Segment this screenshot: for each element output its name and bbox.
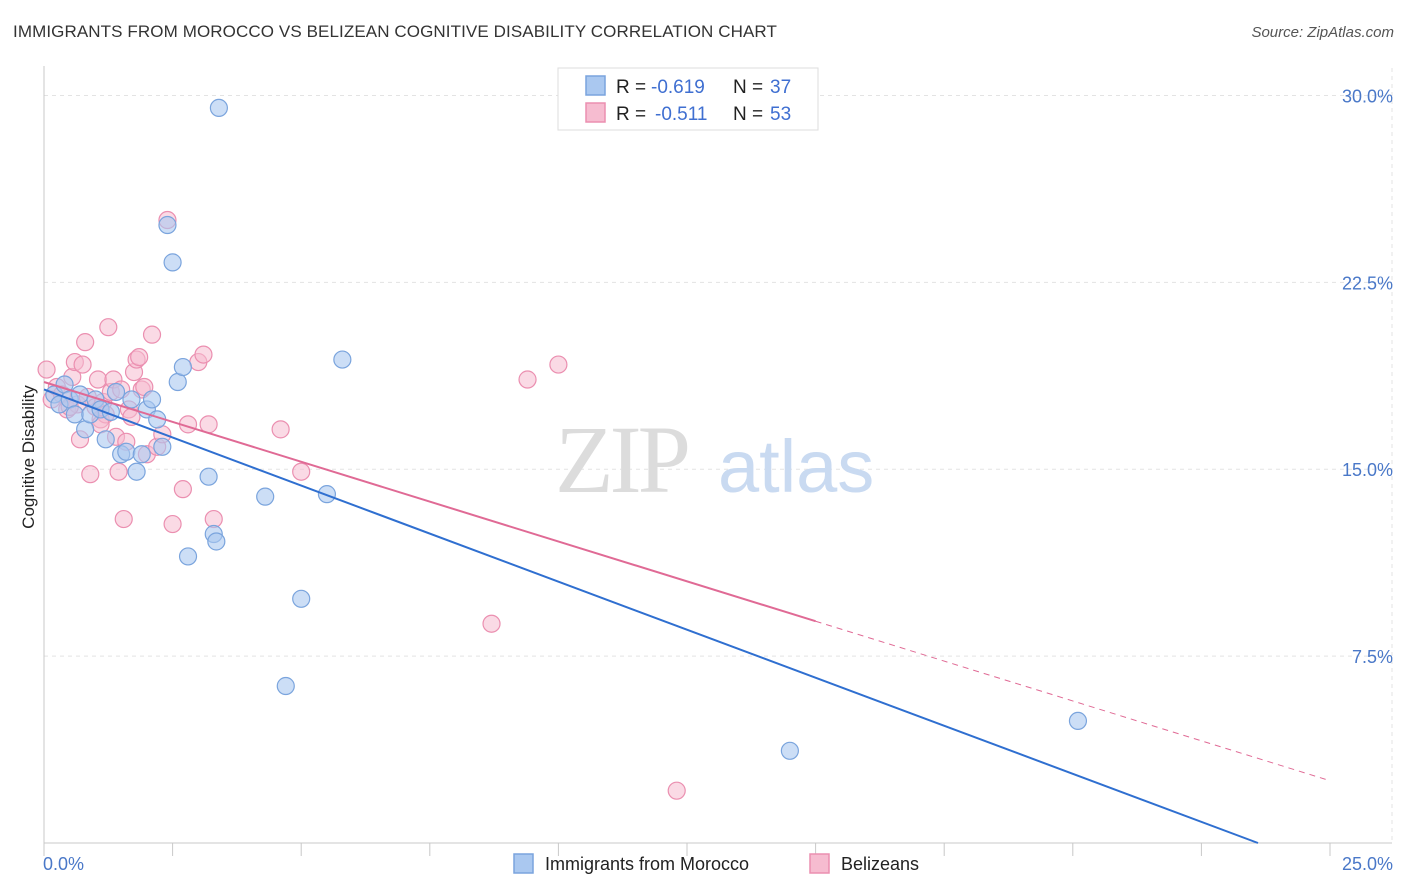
- morocco-point-27: [199, 467, 218, 486]
- legend-swatch-belizeans: [585, 102, 606, 123]
- belizeans-trend-extension: [815, 620, 1331, 782]
- belizeans-point-47: [482, 614, 501, 633]
- morocco-point-36: [780, 741, 799, 760]
- y-tick-label-0: 7.5%: [1352, 647, 1393, 667]
- belizeans-point-48: [518, 370, 537, 389]
- morocco-point-23: [163, 253, 182, 272]
- belizeans-point-10: [76, 333, 95, 352]
- x-tick-label-1: 25.0%: [1342, 854, 1393, 874]
- bottom-legend: Immigrants from Morocco Belizeans: [513, 853, 919, 874]
- morocco-point-19: [142, 390, 162, 409]
- legend-n-label-2: N =: [733, 104, 763, 125]
- belizeans-point-18: [99, 318, 118, 337]
- morocco-point-32: [276, 676, 295, 696]
- axes: [43, 66, 1392, 856]
- x-tick-labels: 0.0% 25.0%: [43, 854, 1393, 874]
- morocco-point-26: [178, 547, 198, 566]
- morocco-point-25: [173, 357, 192, 377]
- y-tick-labels: 7.5% 15.0% 22.5% 30.0%: [1342, 86, 1393, 667]
- belizeans-point-49: [549, 355, 568, 374]
- stats-legend: R = -0.619 N = 37 R = -0.511 N = 53: [557, 67, 819, 131]
- watermark-zip: ZIP: [555, 406, 688, 513]
- morocco-point-4: [65, 405, 84, 424]
- belizeans-point-46: [292, 462, 311, 481]
- y-tick-label-1: 15.0%: [1342, 460, 1393, 480]
- belizeans-point-0: [37, 360, 56, 379]
- belizeans-point-24: [114, 509, 133, 529]
- belizeans-point-50: [667, 781, 686, 800]
- legend-n-value-1: 37: [770, 77, 791, 98]
- legend-n-label-1: N =: [733, 77, 763, 98]
- bottom-legend-swatch-belizeans: [809, 853, 830, 874]
- bottom-legend-belizeans: Belizeans: [841, 854, 919, 874]
- belizeans-point-9: [73, 355, 92, 374]
- y-tick-label-2: 22.5%: [1342, 273, 1393, 293]
- belizeans-point-45: [271, 420, 290, 439]
- morocco-point-14: [117, 442, 136, 461]
- belizeans-point-30: [130, 347, 149, 367]
- watermark: ZIP atlas: [555, 406, 874, 513]
- bottom-legend-morocco: Immigrants from Morocco: [545, 854, 749, 874]
- belizeans-point-12: [81, 465, 100, 484]
- morocco-trend-line: [43, 388, 1259, 844]
- morocco-point-15: [122, 390, 141, 409]
- bottom-legend-swatch-morocco: [513, 853, 534, 874]
- legend-r-label-2: R =: [616, 104, 646, 125]
- morocco-point-35: [333, 350, 352, 369]
- belizeans-point-39: [173, 480, 192, 499]
- y-tick-label-3: 30.0%: [1342, 86, 1393, 106]
- legend-swatch-morocco: [585, 75, 606, 96]
- watermark-atlas: atlas: [718, 425, 874, 508]
- morocco-point-17: [132, 445, 151, 464]
- belizeans-point-38: [163, 514, 182, 534]
- belizeans-trend-line: [43, 381, 816, 623]
- legend-r-value-2: -0.511: [655, 104, 707, 125]
- belizeans-point-42: [194, 345, 213, 364]
- source-label: Source: ZipAtlas.com: [1251, 24, 1394, 41]
- morocco-point-21: [153, 437, 172, 456]
- trend-lines: [43, 381, 1331, 844]
- gridlines: [44, 68, 1393, 843]
- morocco-point-30: [209, 98, 228, 118]
- y-axis-label: Cognitive Disability: [19, 385, 38, 529]
- morocco-point-16: [127, 462, 146, 481]
- morocco-point-22: [158, 215, 177, 235]
- belizeans-point-34: [142, 325, 162, 344]
- legend-r-label-1: R =: [616, 77, 646, 98]
- belizeans-point-22: [109, 462, 128, 481]
- legend-n-value-2: 53: [770, 104, 791, 125]
- chart-title: IMMIGRANTS FROM MOROCCO VS BELIZEAN COGN…: [13, 22, 777, 41]
- morocco-point-37: [1068, 711, 1088, 730]
- x-tick-label-0: 0.0%: [43, 854, 84, 874]
- morocco-point-12: [106, 382, 126, 402]
- morocco-point-29: [207, 532, 226, 551]
- morocco-point-33: [292, 589, 311, 608]
- belizeans-point-14: [88, 370, 108, 389]
- legend-r-value-1: -0.619: [651, 77, 705, 98]
- morocco-point-31: [256, 487, 275, 506]
- morocco-point-10: [96, 430, 115, 449]
